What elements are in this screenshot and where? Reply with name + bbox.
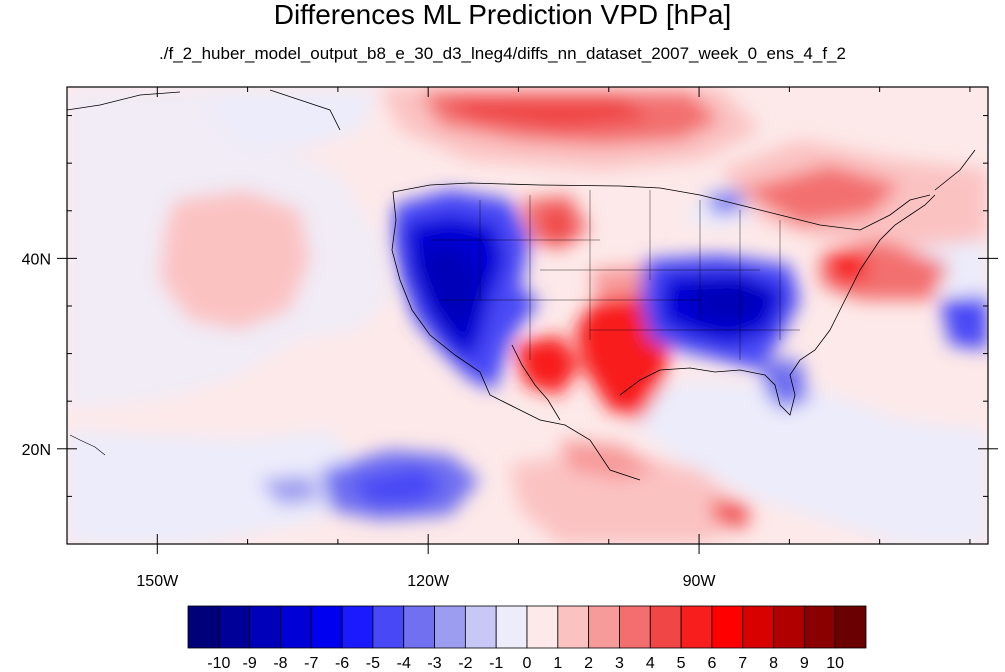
hawaii-islands	[69, 434, 106, 456]
colorbar-label: 1	[553, 655, 562, 672]
colorbar-label: -10	[207, 655, 230, 672]
colorbar-label: 6	[707, 655, 716, 672]
map-frame	[66, 86, 989, 545]
map-plot-area	[67, 87, 988, 544]
colorbar-box	[280, 605, 312, 649]
colorbar-label: 7	[738, 655, 747, 672]
colorbar-label: 9	[800, 655, 809, 672]
colorbar-label: 0	[523, 655, 532, 672]
colorbar-label: 4	[646, 655, 655, 672]
colorbar-box	[187, 605, 220, 649]
lon-tick-label: 120W	[407, 573, 450, 590]
colorbar-box	[526, 605, 559, 649]
colorbar-box	[434, 605, 466, 649]
colorbar-box	[495, 605, 528, 649]
colorbar: -10 -9 -8 -7 -6 -5 -4 -3 -2 -1 0 1 2 3 4 5 6 7 8 9 10	[187, 605, 867, 672]
colorbar-label: -3	[427, 655, 441, 672]
colorbar-box	[773, 605, 805, 649]
colorbar-label: -6	[335, 655, 349, 672]
colorbar-label: -9	[243, 655, 257, 672]
colorbar-label: -2	[458, 655, 472, 672]
colorbar-box	[403, 605, 435, 649]
colorbar-box	[649, 605, 682, 649]
map-subtitle: ./f_2_huber_model_output_b8_e_30_d3_lneg…	[159, 44, 846, 63]
colorbar-box	[803, 605, 836, 649]
map-title: Differences ML Prediction VPD [hPa]	[273, 0, 732, 30]
lat-tick-label: 40N	[22, 251, 51, 268]
colorbar-label: -7	[304, 655, 318, 672]
colorbar-box	[372, 605, 405, 649]
colorbar-box	[464, 605, 497, 649]
colorbar-label: -1	[489, 655, 503, 672]
colorbar-box	[341, 605, 374, 649]
colorbar-label: 10	[826, 655, 844, 672]
lon-tick-label: 150W	[136, 573, 179, 590]
colorbar-label: -5	[366, 655, 380, 672]
colorbar-box	[834, 605, 867, 649]
colorbar-box	[310, 605, 343, 649]
colorbar-box	[249, 605, 281, 649]
axis-ticks: 150W 120W 90W 40N 20N	[22, 87, 998, 590]
colorbar-box	[557, 605, 590, 649]
colorbar-box	[680, 605, 713, 649]
colorbar-label: 8	[769, 655, 778, 672]
lat-tick-label: 20N	[22, 442, 51, 459]
difference-field	[67, 87, 988, 544]
colorbar-box	[218, 605, 251, 649]
colorbar-box	[588, 605, 620, 649]
colorbar-label: -4	[397, 655, 411, 672]
colorbar-label: 2	[584, 655, 593, 672]
colorbar-box	[711, 605, 744, 649]
lon-tick-label: 90W	[683, 573, 717, 590]
colorbar-box	[742, 605, 774, 649]
state-borders	[430, 190, 800, 360]
coastlines	[67, 89, 976, 481]
colorbar-label: -8	[273, 655, 287, 672]
colorbar-label: 3	[615, 655, 624, 672]
colorbar-label: 5	[677, 655, 686, 672]
colorbar-box	[619, 605, 651, 649]
